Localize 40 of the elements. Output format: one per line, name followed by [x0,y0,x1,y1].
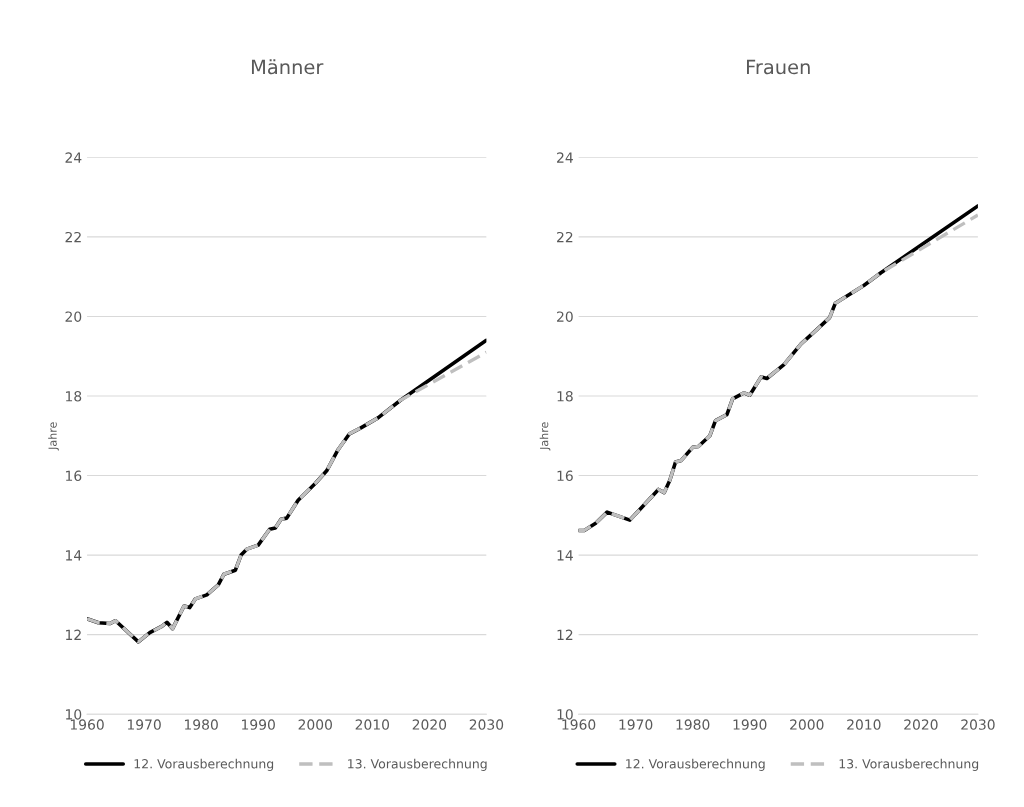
x-tick-label: 2030 [961,719,995,730]
y-tick-label: 12 [557,629,573,640]
y-tick-label: 24 [557,152,573,163]
x-tick-label: 1970 [619,719,653,730]
x-tick-label: 1970 [127,719,161,730]
x-tick-label: 1990 [242,719,275,730]
x-tick-label: 2020 [904,719,938,730]
y-tick-label: 20 [65,311,82,322]
x-tick-label: 1990 [733,719,767,730]
y-tick-label: 22 [65,231,81,243]
y-tick-label: 14 [66,550,82,561]
y-tick-label: 12 [66,629,81,640]
x-tick-label: 2010 [355,719,390,730]
y-tick-label: 16 [66,470,82,482]
chart-title: Männer [251,59,324,75]
x-tick-label: 2000 [298,719,332,730]
y-tick-label: 16 [557,470,573,482]
x-tick-label: 1960 [562,719,596,730]
x-tick-label: 2000 [790,719,824,730]
y-tick-label: 22 [557,231,573,243]
y-tick-label: 20 [557,311,573,322]
legend-label: 12. Vorausberechnung [626,758,765,771]
x-tick-label: 1980 [676,719,710,730]
x-tick-label: 2020 [412,719,447,730]
y-axis-title: Jahre [539,422,551,451]
x-tick-label: 2030 [469,719,504,730]
x-tick-label: 1980 [184,719,218,730]
legend-label: 12. Vorausberechnung [134,758,274,771]
y-axis-title: Jahre [48,422,59,451]
chart-title: Frauen [747,59,810,75]
y-tick-label: 14 [557,550,573,561]
y-tick-label: 18 [557,390,573,402]
legend-label: 13. Vorausberechnung [348,758,487,771]
y-tick-label: 10 [557,709,573,720]
x-tick-label: 1960 [70,719,104,730]
y-tick-label: 24 [65,152,82,163]
y-tick-label: 10 [66,709,82,720]
y-tick-label: 18 [66,390,82,402]
x-tick-label: 2010 [847,719,881,730]
legend-label: 13. Vorausberechnung [839,758,979,771]
